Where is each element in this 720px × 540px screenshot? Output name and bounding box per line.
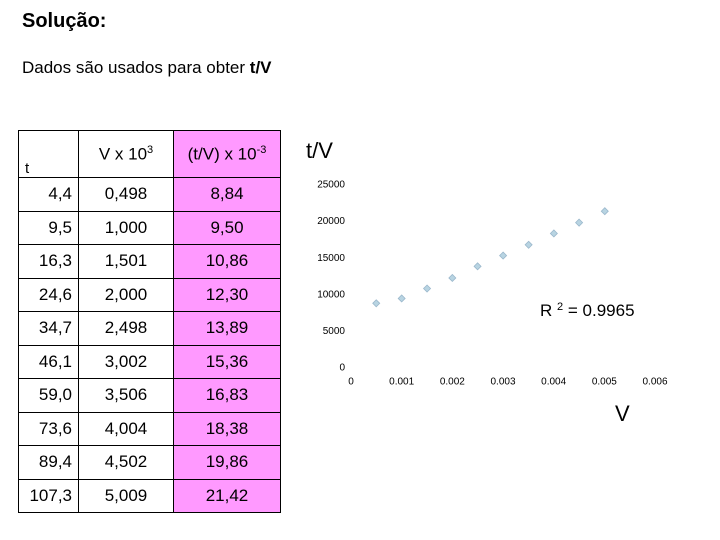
table-row: 24,6 2,000 12,30 [18,277,281,312]
table-cell: 0,498 [78,177,174,212]
header-text: (t/V) x 10 [187,144,257,164]
header-sup: -3 [256,143,267,156]
point [575,218,584,227]
x-tick-label: 0.001 [389,377,414,388]
table-cell: 18,38 [173,411,281,446]
point [524,240,533,249]
table-cell: 5,009 [78,478,174,513]
annotation: R 2 = 0.9965 [540,296,635,320]
table-body: 4,4 0,498 8,84 9,5 1,000 9,50 16,3 1,501 10,86 24… [18,177,281,513]
table-row: 9,5 1,000 9,50 [18,210,281,245]
y-tick-label: 25000 [317,180,345,191]
table-cell: 2,498 [78,311,174,346]
table-cell: 34,7 [18,311,79,346]
x-tick-label: 0.006 [642,377,667,388]
y-tick-label: 5000 [323,326,346,337]
table-row: 46,1 3,002 15,36 [18,344,281,379]
table-cell: 3,002 [78,344,174,379]
subtitle-text: Dados são usados para obter [22,58,246,77]
table-row: 4,4 0,498 8,84 [18,177,281,212]
table-cell: 16,83 [173,378,281,413]
point [600,207,609,216]
table-cell: 89,4 [18,445,79,480]
table-cell: 73,6 [18,411,79,446]
table-row: 34,7 2,498 13,89 [18,311,281,346]
table-cell: 9,50 [173,210,281,245]
title: Solução: [22,10,107,32]
point [372,299,381,308]
header-row: t V x 103 (t/V) x 10-3 [18,130,281,178]
y-tick-label: 20000 [317,216,345,227]
point [397,294,406,303]
table-cell: 15,36 [173,344,281,379]
table-cell: 46,1 [18,344,79,379]
point [448,273,457,283]
table-row: 16,3 1,501 10,86 [18,244,281,279]
header-text: V x 10 [98,144,148,164]
table-cell: 1,501 [78,244,174,279]
table-cell: 19,86 [173,445,281,480]
header-sup: 3 [147,143,154,156]
subtitle-bold: t/V [249,58,272,77]
table-cell: 8,84 [173,177,281,212]
x-tick-label: 0.003 [490,377,515,388]
annotation-sup: 2 [557,301,563,313]
annotation-text: R [540,301,552,320]
table-cell: 10,86 [173,244,281,279]
point [473,262,482,271]
point [549,229,558,238]
table-cell: 24,6 [18,277,79,312]
table-row: 107,3 5,009 21,42 [18,478,281,513]
x-tick-label: 0 [348,377,354,388]
table-cell: 4,004 [78,411,174,446]
y-tick-label: 0 [339,363,345,374]
column-header: (t/V) x 10-3 [173,130,281,178]
x-tick-label: 0.002 [440,377,465,388]
table-row: 73,6 4,004 18,38 [18,411,281,446]
x-axis-title: V [615,401,630,426]
table-cell: 13,89 [173,311,281,346]
table-cell: 12,30 [173,277,281,312]
point [422,284,432,293]
table-cell: 21,42 [173,478,281,513]
table-cell: 4,502 [78,445,174,480]
table-row: 59,0 3,506 16,83 [18,378,281,413]
y-axis-title: t/V [306,138,333,163]
x-tick-label: 0.004 [541,377,566,388]
point [499,251,508,260]
table-cell: 1,000 [78,210,174,245]
annotation-rest: = 0.9965 [568,301,635,320]
table-row: 89,4 4,502 19,86 [18,445,281,480]
y-tick-label: 15000 [317,253,345,264]
x-tick-label: 0.005 [592,377,617,388]
y-tick-label: 10000 [317,289,345,300]
subtitle: Dados são usados para obter t/V [22,58,272,78]
header-text: t [25,160,30,177]
table-cell: 59,0 [18,378,79,413]
